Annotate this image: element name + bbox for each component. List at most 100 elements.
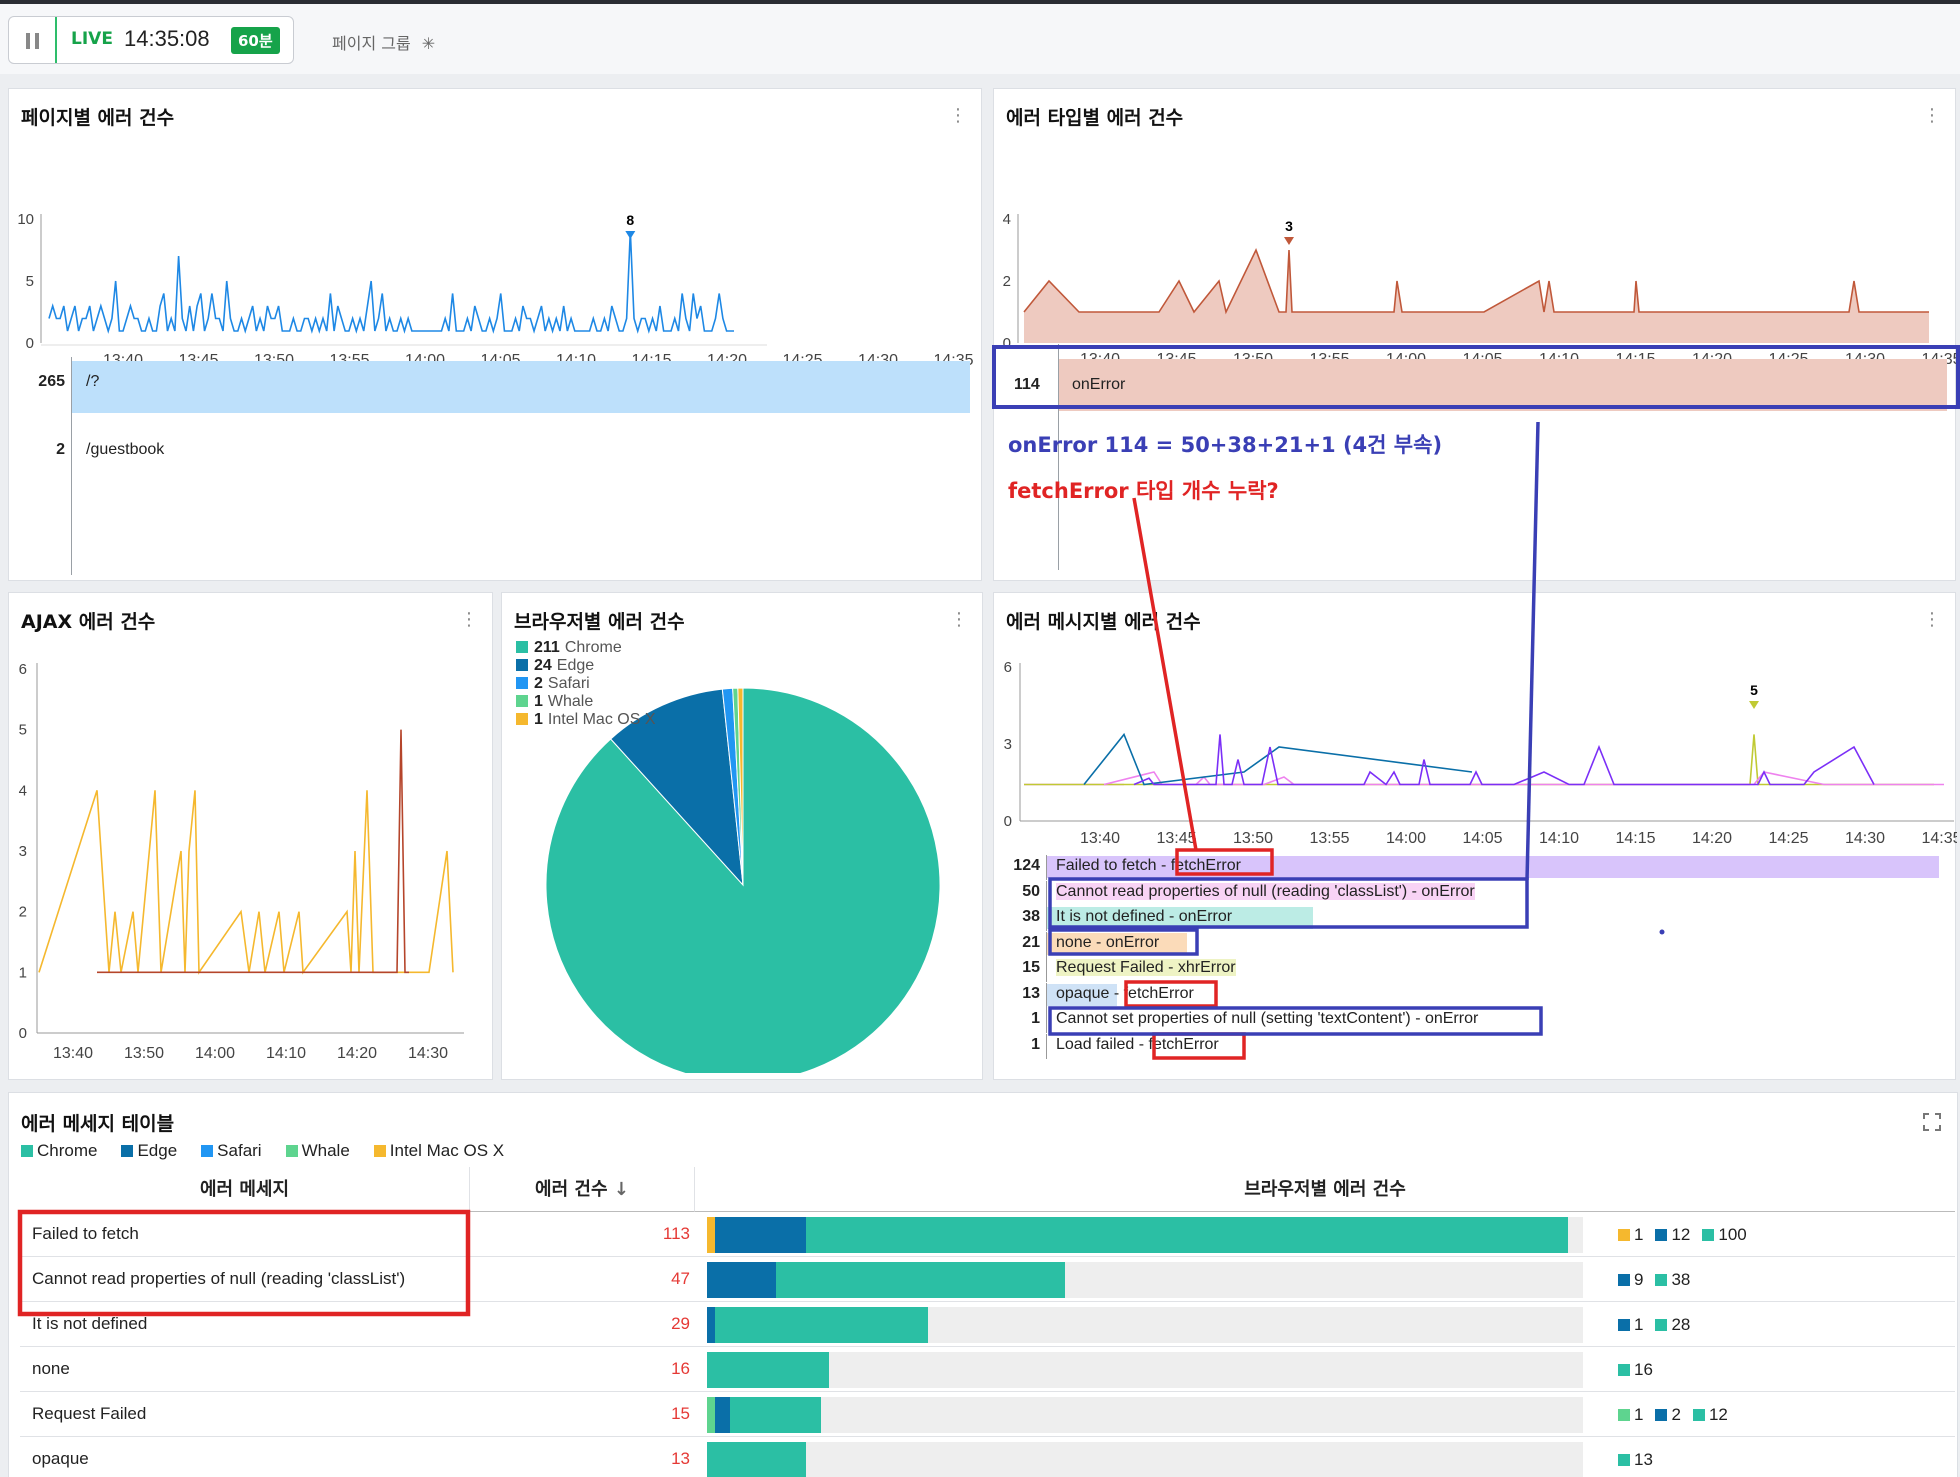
table-row[interactable]: opaque 13 13 — [20, 1437, 1955, 1477]
row-browser-bar[interactable] — [707, 1217, 1583, 1253]
bar-segment-chrome — [707, 1352, 829, 1388]
type-row-bar[interactable] — [1059, 359, 1947, 411]
legend-name: Chrome — [564, 639, 622, 656]
pie-legend-item[interactable]: 2 Safari — [516, 675, 656, 693]
row-browser-bar[interactable] — [707, 1442, 1583, 1477]
col-header-count[interactable]: 에러 건수 ↓ — [470, 1167, 695, 1212]
bar-segment-chrome — [806, 1217, 1568, 1253]
more-menu-icon[interactable]: ⋮ — [460, 609, 478, 630]
legend-swatch — [1655, 1319, 1668, 1331]
axis-line — [1058, 344, 1059, 570]
panel-title: AJAX 에러 건수 — [21, 611, 156, 633]
table-legend-item[interactable]: Edge — [121, 1141, 189, 1160]
y-tick-label: 0 — [19, 1025, 27, 1042]
msg-row-axis — [1046, 957, 1047, 982]
table-legend-item[interactable]: Chrome — [21, 1141, 109, 1160]
legend-swatch — [516, 659, 528, 671]
msg-row-count: 13 — [1022, 984, 1040, 1002]
pie-legend-item[interactable]: 1 Whale — [516, 693, 656, 711]
page-row-highlight[interactable] — [72, 361, 970, 413]
series-line-olive-2 — [1749, 734, 1934, 786]
row-legend: 13 — [1618, 1450, 1653, 1470]
more-menu-icon[interactable]: ⋮ — [1923, 105, 1941, 126]
y-tick-label: 0 — [26, 335, 34, 352]
bar-segment-edge — [714, 1217, 807, 1253]
legend-count: 2 — [534, 675, 543, 692]
msg-row-axis — [1046, 1008, 1047, 1033]
table-row[interactable]: none 16 16 — [20, 1347, 1955, 1392]
table-row[interactable]: It is not defined 29 1 28 — [20, 1302, 1955, 1347]
msg-row-label[interactable]: It is not defined - onError — [1056, 908, 1232, 926]
x-tick-label: 13:55 — [1309, 830, 1349, 847]
legend-value: 100 — [1718, 1225, 1747, 1244]
x-tick-label: 14:10 — [1539, 830, 1579, 847]
legend-swatch — [1618, 1364, 1630, 1376]
bar-segment-chrome — [714, 1307, 928, 1343]
legend-name: Edge — [137, 1141, 178, 1160]
more-menu-icon[interactable]: ⋮ — [1923, 609, 1941, 630]
page-row-count: 2 — [56, 441, 65, 458]
more-menu-icon[interactable]: ⋮ — [950, 609, 968, 630]
table-legend-item[interactable]: Safari — [201, 1141, 273, 1160]
peak-label: 3 — [1285, 218, 1293, 234]
peak-marker — [625, 231, 636, 239]
msg-row-label[interactable]: Request Failed - xhrError — [1056, 959, 1236, 977]
series-area-type — [1024, 250, 1929, 343]
msg-row-count: 38 — [1022, 908, 1040, 925]
page-group-filter[interactable]: 페이지 그룹 ✳ — [332, 30, 435, 54]
legend-value: 1 — [1634, 1405, 1644, 1424]
legend-value: 13 — [1634, 1450, 1653, 1469]
msg-row-axis — [1046, 906, 1047, 931]
pie-legend-item[interactable]: 24 Edge — [516, 657, 656, 675]
table-legend-item[interactable]: Intel Mac OS X — [373, 1141, 516, 1160]
legend-value: 12 — [1708, 1405, 1728, 1424]
table-legend-item[interactable]: Whale — [285, 1141, 362, 1160]
legend-swatch — [201, 1145, 214, 1157]
msg-row-label[interactable]: Failed to fetch - fetchError — [1056, 857, 1241, 875]
msg-row-label[interactable]: none - onError — [1056, 934, 1159, 952]
x-tick-label: 13:50 — [1233, 830, 1273, 847]
legend-swatch — [1655, 1409, 1668, 1421]
col-header-message[interactable]: 에러 메세지 — [20, 1167, 470, 1212]
page-row-path[interactable]: /? — [86, 373, 100, 390]
pie-legend-item[interactable]: 1 Intel Mac OS X — [516, 711, 656, 729]
peak-marker — [1284, 237, 1294, 245]
msg-row-type: fetchError — [1170, 857, 1241, 874]
msg-row-bar[interactable] — [1047, 983, 1117, 1006]
row-browser-bar[interactable] — [707, 1397, 1583, 1433]
pie-slice-intel-mac-os-x — [737, 687, 744, 886]
legend-count: 24 — [534, 657, 552, 674]
row-browser-bar[interactable] — [707, 1307, 1583, 1343]
ajax-errors-chart: 6 5 4 3 2 1 0 13:40 13:50 14:00 14:10 14:20 14:30 — [19, 661, 464, 1062]
page-row-path[interactable]: /guestbook — [86, 441, 165, 458]
y-tick-label: 3 — [19, 843, 27, 860]
msg-row-label[interactable]: opaque - fetchError — [1056, 985, 1194, 1003]
row-browser-bar[interactable] — [707, 1262, 1583, 1298]
msg-row-label[interactable]: Cannot read properties of null (reading … — [1056, 882, 1475, 901]
duration-badge[interactable]: 60분 — [231, 27, 280, 54]
msg-row-label[interactable]: Cannot set properties of null (setting '… — [1056, 1010, 1479, 1028]
row-browser-bar[interactable] — [707, 1352, 1583, 1388]
legend-name: Safari — [217, 1141, 262, 1160]
table-row[interactable]: Cannot read properties of null (reading … — [20, 1257, 1955, 1302]
pause-button[interactable] — [9, 17, 57, 63]
col-header-browser[interactable]: 브라우저별 에러 건수 — [695, 1167, 1955, 1212]
msg-row-axis — [1046, 880, 1047, 906]
expand-icon[interactable] — [1923, 1113, 1941, 1131]
row-count: 16 — [671, 1359, 690, 1378]
table-row[interactable]: Failed to fetch 113 1 12 100 — [20, 1212, 1955, 1257]
panel-title: 에러 타입별 에러 건수 — [1006, 107, 1184, 129]
row-count: 47 — [671, 1269, 690, 1288]
row-count: 113 — [662, 1224, 690, 1243]
y-tick-label: 0 — [1003, 335, 1011, 352]
series-line-ajax-1 — [38, 790, 454, 975]
pie-legend-item[interactable]: 211 Chrome — [516, 639, 656, 657]
panel-title: 페이지별 에러 건수 — [21, 107, 175, 129]
more-menu-icon[interactable]: ⋮ — [949, 105, 967, 126]
series-line-page — [48, 230, 734, 334]
msg-row-type: fetchError — [1123, 984, 1194, 1002]
msg-row-text: none - onError — [1056, 933, 1160, 951]
table-row[interactable]: Request Failed 15 1 2 12 — [20, 1392, 1955, 1437]
sort-desc-icon[interactable]: ↓ — [613, 1179, 629, 1200]
msg-row-label[interactable]: Load failed - fetchError — [1056, 1035, 1219, 1054]
